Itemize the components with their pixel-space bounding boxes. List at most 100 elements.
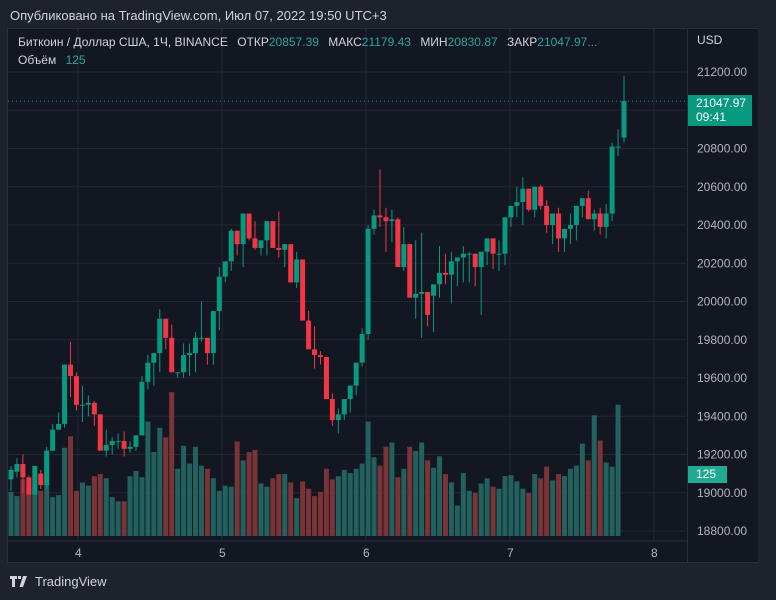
volume-bar bbox=[383, 446, 389, 536]
volume-bar bbox=[437, 456, 443, 536]
candle-body bbox=[609, 146, 615, 214]
candle-body bbox=[306, 320, 312, 350]
candle-body bbox=[585, 198, 591, 220]
volume-bar bbox=[419, 442, 425, 536]
candle-body bbox=[210, 311, 216, 354]
volume-bar bbox=[282, 474, 288, 536]
volume-bar bbox=[365, 421, 371, 536]
candle-body bbox=[371, 215, 377, 229]
candle-body bbox=[567, 225, 573, 229]
price-tick-label: 19800.00 bbox=[697, 333, 747, 347]
volume-bar bbox=[163, 437, 169, 536]
candle-body bbox=[377, 215, 383, 218]
candle-body bbox=[222, 261, 228, 277]
candle-body bbox=[97, 414, 103, 451]
candle-body bbox=[538, 186, 544, 206]
brand-name: TradingView bbox=[35, 574, 107, 589]
volume-bar bbox=[317, 491, 323, 536]
candle-body bbox=[240, 213, 246, 245]
volume-bar bbox=[252, 449, 258, 536]
candle-body bbox=[121, 441, 127, 449]
symbol-title[interactable]: Биткоин / Доллар США, 1Ч, BINANCE bbox=[18, 35, 228, 49]
volume-bar bbox=[466, 490, 472, 536]
volume-bar bbox=[50, 497, 56, 536]
footer-brand[interactable]: TradingView bbox=[10, 574, 107, 589]
candle-body bbox=[68, 364, 74, 377]
candle-body bbox=[341, 399, 347, 415]
candle-body bbox=[508, 205, 514, 218]
candle-body bbox=[490, 238, 496, 254]
volume-bar bbox=[603, 462, 609, 536]
volume-bar bbox=[561, 476, 567, 536]
candle-body bbox=[556, 213, 562, 239]
volume-bar bbox=[413, 450, 419, 536]
volume-bar bbox=[478, 483, 484, 536]
candle-body bbox=[8, 469, 14, 480]
candle-body bbox=[472, 253, 478, 268]
candle-body bbox=[353, 362, 359, 386]
candle-body bbox=[591, 213, 597, 220]
currency-label[interactable]: USD bbox=[697, 33, 723, 47]
candle-body bbox=[264, 221, 270, 241]
volume-bar bbox=[347, 473, 353, 536]
price-tick-label: 19200.00 bbox=[697, 448, 747, 462]
volume-bar bbox=[567, 468, 573, 536]
volume-bar bbox=[300, 481, 306, 536]
volume-bar bbox=[353, 468, 359, 536]
price-tick-label: 18800.00 bbox=[697, 524, 747, 538]
candle-body bbox=[103, 444, 109, 451]
candle-body bbox=[282, 244, 288, 250]
candle-body bbox=[365, 228, 371, 335]
volume-bar bbox=[127, 476, 133, 536]
candle-body bbox=[157, 318, 163, 354]
volume-bar bbox=[472, 492, 478, 536]
volume-bar bbox=[306, 488, 312, 536]
volume-bar bbox=[26, 487, 32, 536]
volume-bar bbox=[323, 468, 329, 536]
volume-bar bbox=[550, 480, 556, 536]
close-value: 21047.97... bbox=[537, 35, 598, 49]
volume-bar bbox=[79, 482, 85, 536]
candle-body bbox=[347, 385, 353, 400]
candle-body bbox=[145, 362, 151, 382]
time-tick-label: 7 bbox=[507, 546, 514, 560]
volume-bar bbox=[442, 474, 448, 536]
candle-body bbox=[502, 217, 508, 254]
candle-body bbox=[20, 464, 26, 478]
time-tick-label: 6 bbox=[363, 546, 370, 560]
time-tick-label: 8 bbox=[651, 546, 658, 560]
volume-tag: 125 bbox=[688, 466, 727, 483]
last-price-tag: 21047.97 09:41 bbox=[688, 95, 752, 126]
candle-body bbox=[579, 198, 585, 206]
price-tick-label: 19000.00 bbox=[697, 486, 747, 500]
candle-body bbox=[204, 337, 210, 354]
candle-body bbox=[246, 213, 252, 239]
time-tick-label: 4 bbox=[75, 546, 82, 560]
candle-body bbox=[395, 219, 401, 268]
volume-bar bbox=[371, 457, 377, 536]
volume-bar bbox=[496, 488, 502, 536]
open-label: ОТКР bbox=[237, 35, 269, 49]
volume-bar bbox=[407, 446, 413, 536]
candle-body bbox=[425, 291, 431, 315]
high-label: МАКС bbox=[328, 35, 362, 49]
tradingview-logo-icon bbox=[10, 575, 27, 587]
volume-bar bbox=[187, 463, 193, 536]
candle-body bbox=[139, 381, 145, 436]
candle-body bbox=[181, 355, 187, 373]
candle-body bbox=[276, 247, 282, 250]
candle-body bbox=[300, 259, 306, 321]
candle-body bbox=[573, 205, 579, 225]
volume-bar bbox=[389, 442, 395, 536]
volume-bar bbox=[460, 473, 466, 536]
candle-body bbox=[442, 272, 448, 275]
candle-body bbox=[163, 318, 169, 338]
volume-row: Объём 125 bbox=[18, 52, 597, 70]
candle-body bbox=[532, 186, 538, 210]
volume-bar bbox=[8, 491, 14, 536]
candle-body bbox=[115, 441, 121, 443]
volume-bar bbox=[115, 501, 121, 536]
volume-bar bbox=[579, 443, 585, 536]
volume-bar bbox=[198, 465, 204, 536]
